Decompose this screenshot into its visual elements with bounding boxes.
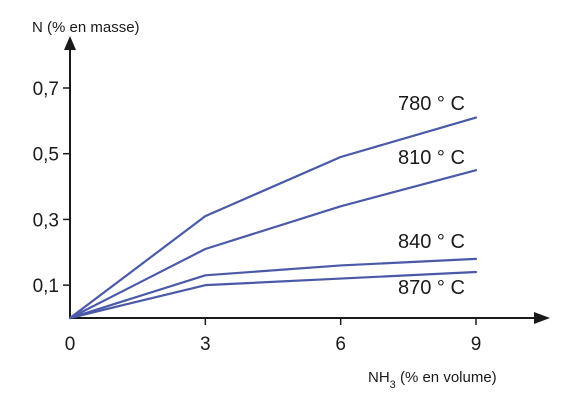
y-axis-title: N (% en masse)	[32, 19, 140, 36]
series-label-840: 840 ° C	[398, 231, 465, 253]
series-line	[68, 116, 478, 320]
y-tick-label: 0,5	[33, 145, 59, 166]
axes	[64, 36, 550, 324]
series-line	[68, 169, 478, 320]
series-label-810: 810 ° C	[398, 147, 465, 169]
series-labels: 780 ° C 810 ° C 840 ° C 870 ° C	[398, 93, 465, 299]
x-tick-label: 6	[335, 334, 346, 355]
y-axis-arrow	[64, 36, 76, 50]
y-tick-label: 0,1	[33, 276, 59, 297]
y-tick-label: 0,7	[33, 79, 59, 100]
series-label-780: 780 ° C	[398, 93, 465, 115]
x-ticks: 0 3 6 9	[65, 318, 482, 355]
x-axis-title: NH3 (% en volume)	[368, 369, 497, 391]
x-tick-label: 3	[200, 334, 211, 355]
series-lines	[68, 116, 478, 320]
x-axis-arrow	[534, 312, 550, 324]
x-axis-title-rest: (% en volume)	[396, 369, 497, 386]
series-label-870: 870 ° C	[398, 277, 465, 299]
x-tick-label: 9	[471, 334, 482, 355]
series-line	[68, 257, 478, 320]
y-ticks: 0,1 0,3 0,5 0,7	[33, 79, 70, 297]
x-tick-label: 0	[65, 334, 76, 355]
y-tick-label: 0,3	[33, 210, 59, 231]
x-axis-title-sub: 3	[390, 379, 396, 391]
x-axis-title-main: NH	[368, 369, 390, 386]
series-line	[68, 270, 478, 320]
